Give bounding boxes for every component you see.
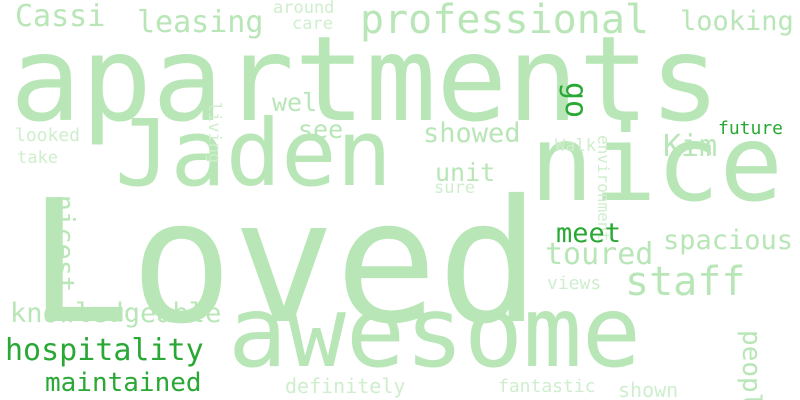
word-kim: Kim [663,129,718,164]
word-people: people [735,329,766,400]
word-meet: meet [556,218,622,249]
word-fantastic: fantastic [498,376,596,397]
word-knowledgeable: knowledgeable [10,298,222,329]
word-maintained: maintained [45,368,202,398]
word-definitely: definitely [285,374,406,398]
word-well: well [272,88,333,117]
word-nice: nice [530,103,783,225]
word-cassi: Cassi [15,0,106,34]
word-professional: professional [360,0,649,43]
word-showed: showed [423,118,521,149]
word-staff: staff [625,259,746,305]
word-awesome: awesome [228,276,642,390]
word-toured: toured [545,237,654,272]
word-sure: sure [434,178,475,198]
word-future: future [718,118,784,139]
word-around: around [273,0,335,18]
word-nicest: nicest [47,194,79,293]
word-shown: shown [618,378,679,400]
word-hospitality: hospitality [5,333,204,368]
word-see: see [298,115,344,144]
word-looked: looked [15,125,81,146]
word-jaden: Jaden [115,100,392,207]
word-apartments: apartments [10,10,721,148]
word-loved: Loved [28,164,540,362]
word-walk: Walk [555,136,596,156]
word-care: care [292,14,333,34]
word-go: go [558,82,593,119]
word-views: views [547,273,602,294]
word-take: take [17,148,58,168]
word-looking: looking [680,6,794,37]
word-leasing: leasing [137,5,264,40]
word-living: living [203,101,224,164]
word-spacious: spacious [663,225,794,256]
word-unit: unit [435,158,496,187]
